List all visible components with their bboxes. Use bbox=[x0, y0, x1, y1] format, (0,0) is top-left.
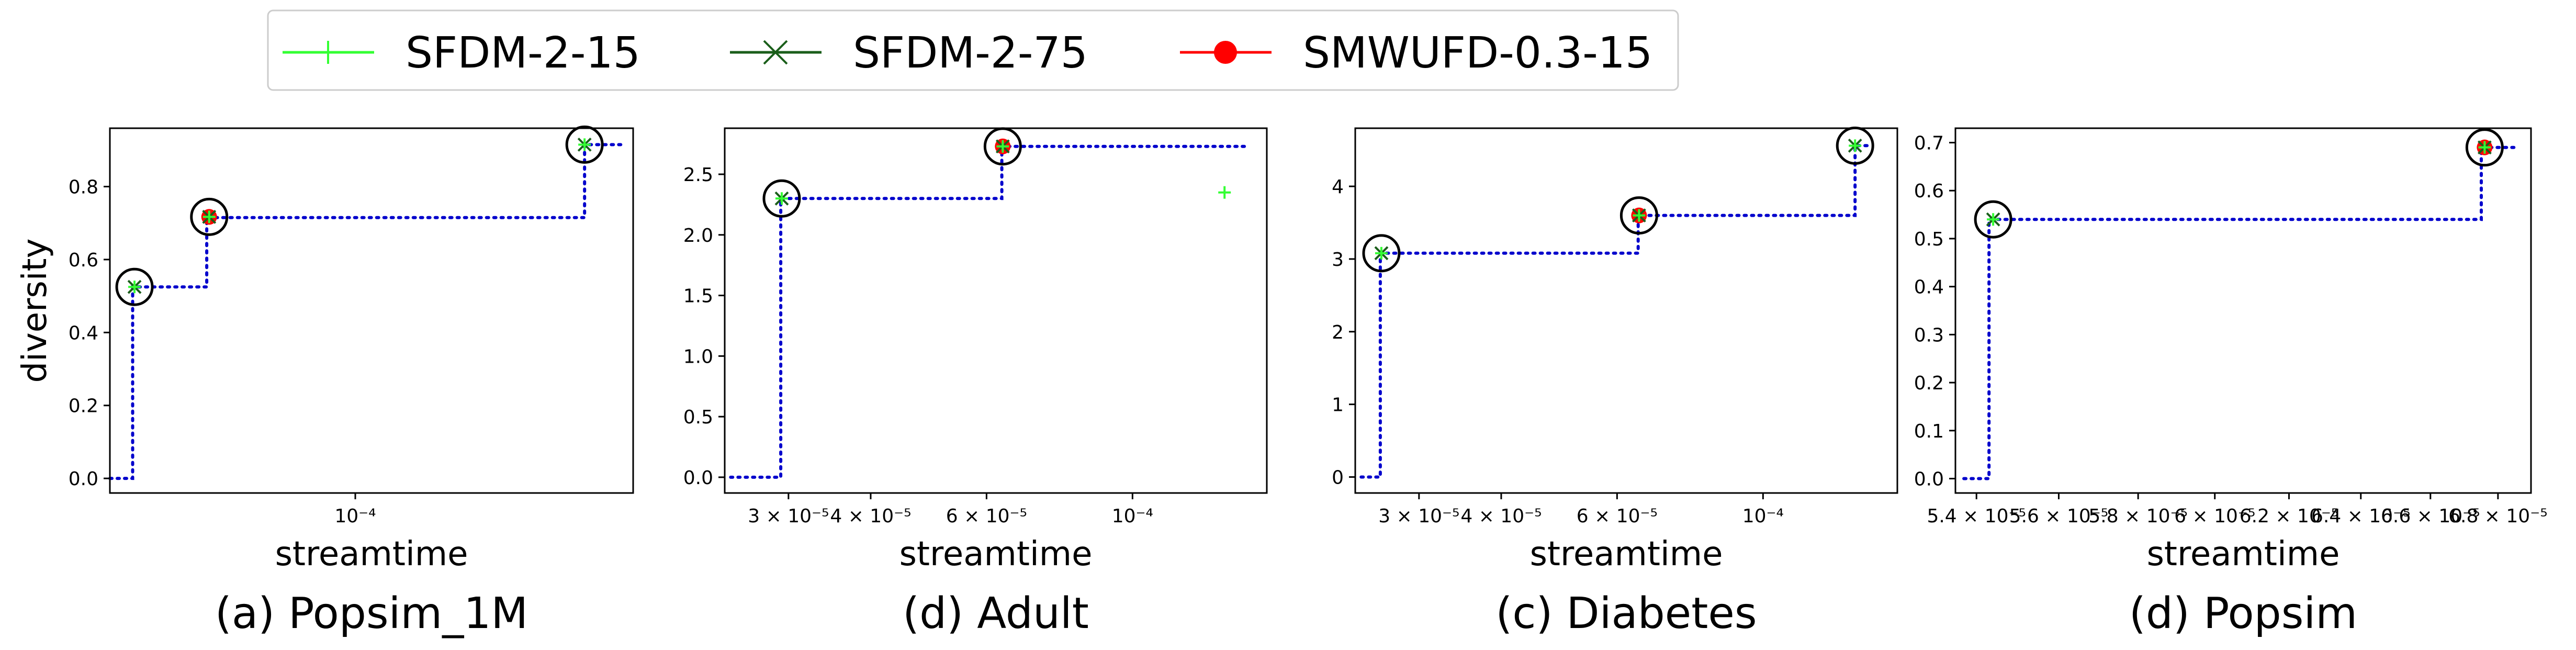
step-line-3 bbox=[1962, 145, 2516, 480]
xtick-label-3-1: 5.6 × 10⁻⁵ bbox=[2009, 506, 2109, 527]
plot-frame-0 bbox=[109, 127, 634, 494]
highlight-circle-0-1 bbox=[190, 197, 229, 236]
point-1-SFDM-2-15-0 bbox=[775, 192, 788, 205]
ytick-label-1-3: 1.5 bbox=[683, 286, 713, 307]
xtick-label-2-3: 10⁻⁴ bbox=[1742, 506, 1784, 527]
ytick-label-3-2: 0.2 bbox=[1914, 373, 1944, 394]
highlight-circle-2-0 bbox=[1362, 234, 1401, 273]
ytick-label-2-4: 4 bbox=[1332, 176, 1344, 198]
step-line-2 bbox=[1359, 144, 1871, 479]
legend-marker-1-b bbox=[763, 40, 788, 65]
highlight-circle-1-0 bbox=[762, 179, 801, 218]
point-2-SFDM-2-15-1 bbox=[1633, 209, 1646, 222]
ytick-label-2-2: 2 bbox=[1332, 322, 1344, 343]
highlight-circle-3-0 bbox=[1974, 200, 2012, 239]
xtick-label-3-6: 6.6 × 10⁻⁵ bbox=[2381, 506, 2480, 527]
xtick-label-2-0: 3 × 10⁻⁵ bbox=[1378, 506, 1459, 527]
y-axis-label-0: diversity bbox=[16, 238, 54, 383]
ytick-label-1-0: 0.0 bbox=[683, 467, 713, 489]
highlight-circle-2-1 bbox=[1619, 196, 1658, 235]
point-3-SFDM-2-15-1 bbox=[2478, 141, 2491, 154]
panel-2: 0 1 2 3 4 3 × 10⁻⁵ 4 × 10⁻⁵ 6 × 10⁻⁵ 10⁻⁴ streamt… bbox=[1332, 126, 1898, 638]
ytick-label-1-4: 2.0 bbox=[683, 225, 713, 246]
legend-marker-0 bbox=[317, 41, 340, 64]
ytick-label-3-4: 0.4 bbox=[1914, 277, 1944, 298]
xtick-label-1-0: 3 × 10⁻⁵ bbox=[748, 506, 829, 527]
panel-caption-0: (a) Popsim_1M bbox=[215, 589, 528, 638]
panel-caption-1: (d) Adult bbox=[903, 589, 1089, 638]
legend-label-1: SFDM-2-75 bbox=[853, 28, 1088, 78]
ytick-label-0-2: 0.4 bbox=[69, 322, 98, 344]
point-2-SFDM-2-15-0 bbox=[1375, 246, 1388, 260]
xtick-label-1-1: 4 × 10⁻⁵ bbox=[830, 506, 911, 527]
legend-label-0: SFDM-2-15 bbox=[406, 28, 640, 78]
legend-marker-2 bbox=[1214, 41, 1237, 64]
legend-label-2: SMWUFD-0.3-15 bbox=[1303, 28, 1652, 78]
panel-caption-3: (d) Popsim bbox=[2129, 589, 2357, 638]
point-0-SFDM-2-15-1 bbox=[203, 210, 216, 223]
plot-frame-2 bbox=[1354, 127, 1898, 494]
ytick-label-2-0: 0 bbox=[1332, 467, 1344, 488]
panel-3: 0.0 0.1 0.2 0.3 0.4 0.5 0.6 0.7 5.4 × 10⁻⁵5.6 × … bbox=[1914, 127, 2548, 638]
ytick-label-0-3: 0.6 bbox=[69, 250, 98, 271]
highlight-circle-3-1 bbox=[2465, 128, 2504, 167]
ytick-label-3-1: 0.1 bbox=[1914, 421, 1944, 442]
ytick-label-3-5: 0.5 bbox=[1914, 229, 1944, 250]
point-1-SFDM-2-15-2 bbox=[1218, 186, 1231, 199]
xtick-label-2-1: 4 × 10⁻⁵ bbox=[1460, 506, 1542, 527]
point-3-SFDM-2-15-0 bbox=[1987, 213, 2000, 226]
x-axis-label-2: streamtime bbox=[1530, 535, 1723, 574]
ytick-label-0-4: 0.8 bbox=[69, 177, 98, 198]
xtick-label-2-2: 6 × 10⁻⁵ bbox=[1577, 506, 1658, 527]
plot-frame-1 bbox=[724, 127, 1268, 494]
panel-caption-2: (c) Diabetes bbox=[1495, 589, 1757, 638]
ytick-label-1-1: 0.5 bbox=[683, 407, 713, 428]
x-axis-label-0: streamtime bbox=[275, 535, 468, 574]
ytick-label-3-7: 0.7 bbox=[1914, 133, 1944, 154]
chart-panels: 0.0 0.2 0.4 0.6 0.8 10⁻⁴ streamtime diversity (a… bbox=[16, 125, 2548, 638]
point-0-SFDM-2-15-2 bbox=[578, 138, 591, 151]
x-axis-label-3: streamtime bbox=[2147, 535, 2340, 574]
xtick-label-3-4: 6.2 × 10⁻⁵ bbox=[2240, 506, 2339, 527]
point-2-SFDM-2-15-2 bbox=[1849, 139, 1862, 152]
xtick-label-3-7: 6.8 × 10⁻⁵ bbox=[2448, 506, 2548, 527]
point-0-SFDM-2-15-0 bbox=[128, 281, 141, 294]
ytick-label-3-6: 0.6 bbox=[1914, 181, 1944, 202]
ytick-label-2-1: 1 bbox=[1332, 395, 1344, 416]
ytick-label-2-3: 3 bbox=[1332, 249, 1344, 271]
highlight-circle-0-0 bbox=[115, 267, 154, 306]
step-line-1 bbox=[729, 144, 1250, 479]
legend-marker-1 bbox=[763, 40, 788, 65]
xtick-label-3-5: 6.4 × 10⁻⁵ bbox=[2311, 506, 2411, 527]
panel-1: 0.0 0.5 1.0 1.5 2.0 2.5 3 × 10⁻⁵ 4 × 10⁻⁵ 6 × 10… bbox=[683, 127, 1268, 638]
ytick-label-3-3: 0.3 bbox=[1914, 324, 1944, 346]
legend-frame bbox=[267, 9, 1679, 91]
ytick-label-0-1: 0.2 bbox=[69, 396, 98, 417]
step-line-0 bbox=[108, 143, 624, 480]
plot-frame-3 bbox=[1954, 127, 2532, 494]
panel-0: 0.0 0.2 0.4 0.6 0.8 10⁻⁴ streamtime diversity (a… bbox=[16, 125, 634, 638]
xtick-label-1-2: 6 × 10⁻⁵ bbox=[946, 506, 1027, 527]
x-axis-label-1: streamtime bbox=[899, 535, 1093, 574]
ytick-label-3-0: 0.0 bbox=[1914, 468, 1944, 490]
legend: SFDM-2-15 SFDM-2-75 SMWUFD-0.3-15 bbox=[267, 9, 1679, 91]
xtick-label-0-0: 10⁻⁴ bbox=[334, 506, 376, 527]
ytick-label-0-0: 0.0 bbox=[69, 468, 98, 490]
ytick-label-1-5: 2.5 bbox=[683, 164, 713, 186]
ytick-label-1-2: 1.0 bbox=[683, 346, 713, 367]
xtick-label-3-2: 5.8 × 10⁻⁵ bbox=[2088, 506, 2188, 527]
xtick-label-3-3: 6 × 10⁻⁵ bbox=[2174, 506, 2255, 527]
point-1-SFDM-2-15-1 bbox=[996, 140, 1009, 153]
highlight-circle-0-2 bbox=[565, 125, 604, 164]
xtick-label-3-0: 5.4 × 10⁻⁵ bbox=[1927, 506, 2026, 527]
xtick-label-1-3: 10⁻⁴ bbox=[1112, 506, 1153, 527]
